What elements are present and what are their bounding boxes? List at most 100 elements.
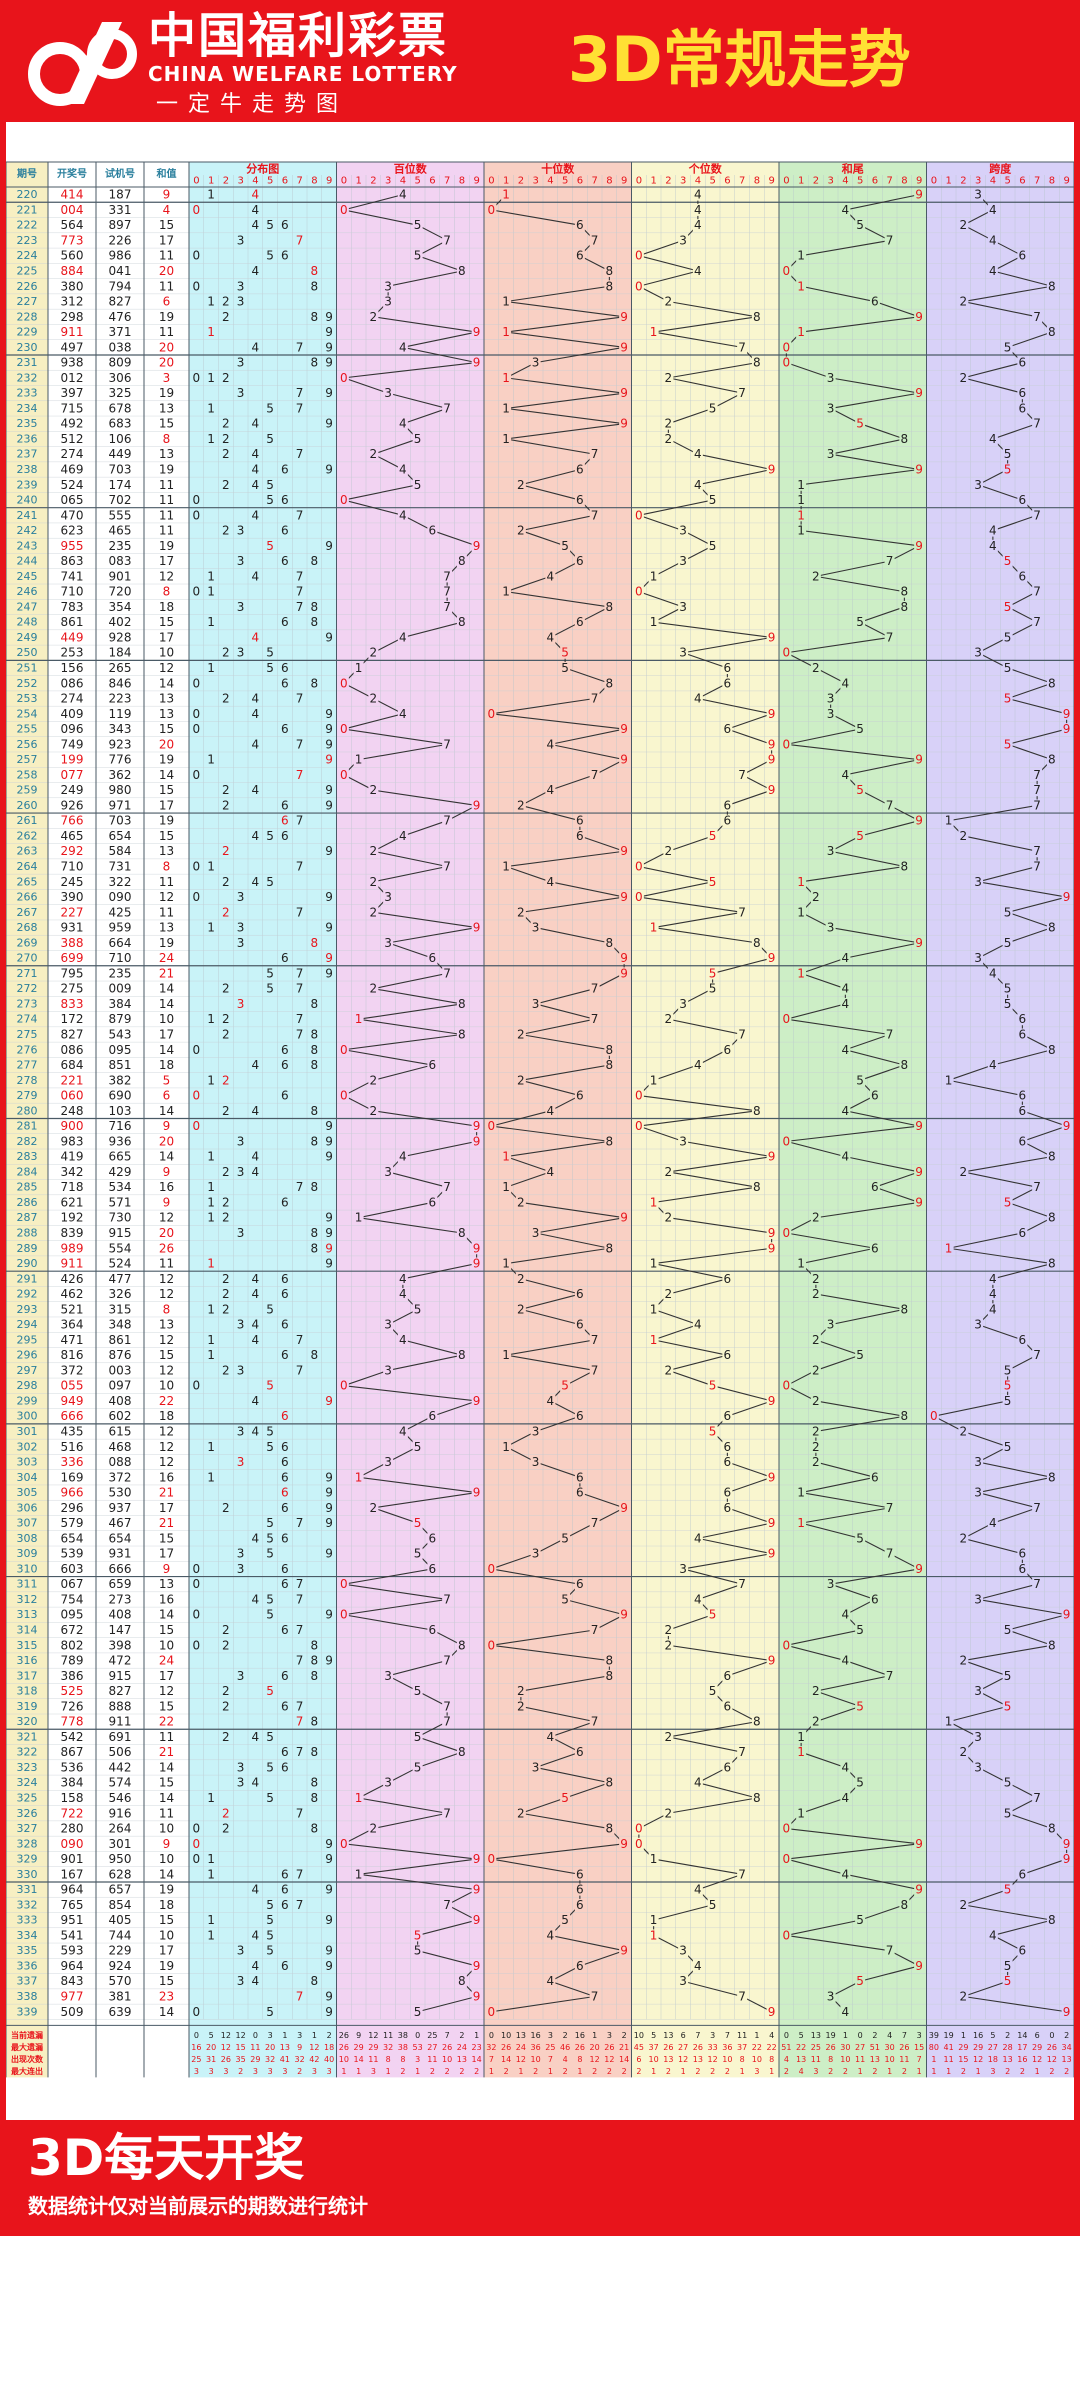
stats-value: 2 <box>828 2067 833 2076</box>
tens-mark: 7 <box>591 1516 599 1530</box>
hundreds-mark-bg <box>383 295 394 308</box>
distribution-mark: 8 <box>311 615 319 629</box>
draw-number-cell: 435 <box>61 1425 84 1439</box>
stats-value: 27 <box>427 2043 437 2052</box>
units-mark-bg <box>692 264 703 277</box>
digit-label: 2 <box>518 176 524 187</box>
draw-number-cell: 816 <box>61 1348 84 1362</box>
units-mark-bg <box>722 1700 733 1713</box>
tens-mark: 8 <box>606 264 614 278</box>
tens-mark: 3 <box>532 997 540 1011</box>
distribution-mark: 0 <box>193 1822 201 1836</box>
distribution-mark: 4 <box>252 1272 260 1286</box>
units-mark-bg <box>751 1104 762 1117</box>
tens-mark: 2 <box>517 478 525 492</box>
distribution-mark: 9 <box>325 1134 333 1148</box>
test-number-cell: 827 <box>109 1684 132 1698</box>
sum-value-cell: 13 <box>159 707 174 721</box>
sum-tail-mark-bg <box>899 1410 910 1423</box>
distribution-mark: 1 <box>207 1913 215 1927</box>
units-mark: 9 <box>768 951 776 965</box>
test-number-cell: 354 <box>109 600 132 614</box>
sum-tail-mark-bg <box>914 539 925 552</box>
distribution-mark: 8 <box>311 1134 319 1148</box>
span-mark: 2 <box>960 1531 968 1545</box>
distribution-mark: 9 <box>325 1547 333 1561</box>
stats-value: 19 <box>944 2031 954 2040</box>
hundreds-mark: 6 <box>429 1058 437 1072</box>
distribution-mark: 5 <box>266 1760 274 1774</box>
distribution-mark: 8 <box>311 1715 319 1729</box>
sum-tail-mark-bg <box>781 356 792 369</box>
test-number-cell: 971 <box>109 798 132 812</box>
stats-value: 4 <box>563 2055 568 2064</box>
span-mark-bg <box>1017 1868 1028 1881</box>
units-mark: 4 <box>694 188 702 202</box>
stats-value: 2 <box>297 2067 302 2076</box>
stats-value: 8 <box>386 2055 391 2064</box>
span-mark-bg <box>973 1730 984 1743</box>
hundreds-mark: 8 <box>458 1027 466 1041</box>
span-mark-bg <box>1002 1669 1013 1682</box>
hundreds-mark: 1 <box>355 1470 363 1484</box>
sum-value-cell: 21 <box>159 1516 174 1530</box>
digit-label: 4 <box>842 176 848 187</box>
stats-value: 11 <box>383 2031 393 2040</box>
distribution-mark: 7 <box>296 1745 304 1759</box>
distribution-mark: 9 <box>325 340 333 354</box>
digit-label: 6 <box>1019 176 1025 187</box>
sum-tail-mark-bg <box>899 585 910 598</box>
tens-mark-bg <box>604 280 615 293</box>
issue-number-cell: 268 <box>17 921 38 934</box>
stats-value: 2 <box>445 2067 450 2076</box>
stats-value: 22 <box>767 2043 777 2052</box>
sum-tail-mark-bg <box>899 600 910 613</box>
stats-value: 3 <box>548 2031 553 2040</box>
tens-mark: 4 <box>547 1165 555 1179</box>
hundreds-mark-bg <box>368 906 379 919</box>
tens-mark: 3 <box>532 1226 540 1240</box>
sum-value-cell: 19 <box>159 310 174 324</box>
test-number-cell: 477 <box>109 1272 132 1286</box>
tens-mark: 1 <box>502 1440 510 1454</box>
tens-mark: 6 <box>576 1287 584 1301</box>
issue-number-cell: 307 <box>17 1517 38 1530</box>
sum-value-cell: 14 <box>159 2005 174 2019</box>
units-mark: 3 <box>679 646 687 660</box>
stats-value: 25 <box>811 2043 821 2052</box>
sum-tail-mark: 2 <box>812 1455 820 1469</box>
span-mark-bg <box>1032 1578 1043 1591</box>
units-mark-bg <box>633 860 644 873</box>
sum-value-cell: 13 <box>159 447 174 461</box>
issue-number-cell: 335 <box>17 1944 38 1957</box>
draw-number-cell: 312 <box>61 295 84 309</box>
issue-number-cell: 270 <box>17 952 38 965</box>
stats-value: 1 <box>843 2031 848 2040</box>
units-mark: 6 <box>724 814 732 828</box>
distribution-mark: 5 <box>266 539 274 553</box>
hundreds-mark-bg <box>412 249 423 262</box>
sum-tail-mark-bg <box>781 1379 792 1392</box>
sum-tail-mark-bg <box>869 1181 880 1194</box>
tens-mark: 5 <box>561 1592 569 1606</box>
tens-mark: 6 <box>576 554 584 568</box>
sum-tail-mark: 6 <box>871 1241 879 1255</box>
units-mark: 8 <box>753 310 761 324</box>
distribution-mark: 0 <box>193 676 201 690</box>
sum-tail-mark: 5 <box>856 1913 864 1927</box>
sum-value-cell: 11 <box>159 1806 174 1820</box>
units-mark: 6 <box>724 1699 732 1713</box>
tens-mark: 1 <box>502 1180 510 1194</box>
issue-number-cell: 321 <box>17 1730 38 1743</box>
distribution-mark: 5 <box>266 1547 274 1561</box>
tens-mark-bg <box>545 1165 556 1178</box>
tens-mark-bg <box>574 219 585 232</box>
test-number-cell: 654 <box>109 1531 132 1545</box>
hundreds-mark-bg <box>338 203 349 216</box>
tens-mark: 5 <box>561 661 569 675</box>
test-number-cell: 382 <box>109 1073 132 1087</box>
sum-tail-mark-bg <box>781 1639 792 1652</box>
sum-value-cell: 11 <box>159 508 174 522</box>
digit-label: 0 <box>488 176 494 187</box>
distribution-mark: 9 <box>325 1608 333 1622</box>
